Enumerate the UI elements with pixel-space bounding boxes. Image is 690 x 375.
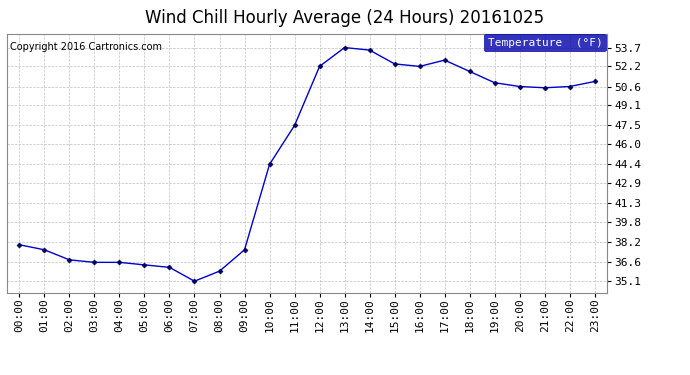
Legend: Temperature  (°F): Temperature (°F) [484,34,607,52]
Text: Wind Chill Hourly Average (24 Hours) 20161025: Wind Chill Hourly Average (24 Hours) 201… [146,9,544,27]
Text: Copyright 2016 Cartronics.com: Copyright 2016 Cartronics.com [10,42,162,51]
